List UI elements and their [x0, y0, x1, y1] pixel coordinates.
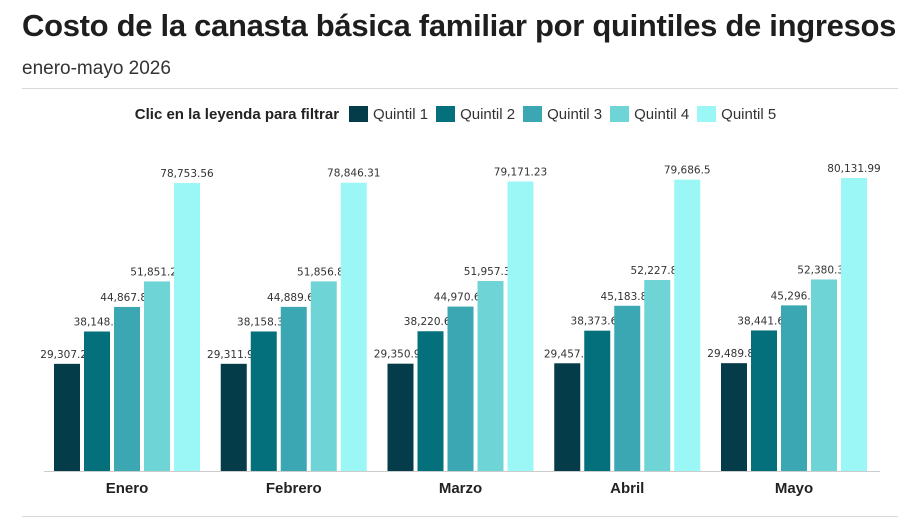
bar-quintil-2-marzo	[417, 331, 444, 471]
value-label-quintil-4-mayo: 52,380.36	[797, 264, 851, 276]
bar-quintil-1-mayo	[721, 363, 747, 471]
chart-title: Costo de la canasta básica familiar por …	[22, 8, 897, 43]
bar-quintil-5-marzo	[507, 181, 534, 471]
bar-quintil-5-febrero	[340, 182, 367, 471]
legend-item-quintil-1[interactable]: Quintil 1	[349, 106, 428, 123]
legend-swatch-quintil-1	[349, 106, 369, 122]
bar-quintil-3-abril	[614, 305, 641, 471]
value-label-quintil-2-abril: 38,373.69	[571, 316, 624, 328]
legend-label-quintil-3: Quintil 3	[547, 105, 603, 123]
value-label-quintil-1-mayo: 29,489.84	[707, 348, 761, 360]
value-label-quintil-5-marzo: 79,171.23	[494, 167, 547, 179]
value-label-quintil-5-abril: 79,686.5	[664, 165, 711, 177]
legend-label-quintil-5: Quintil 5	[721, 105, 777, 123]
value-label-quintil-1-enero: 29,307.28	[40, 349, 93, 361]
category-label-febrero: Febrero	[266, 480, 322, 497]
bar-quintil-1-marzo	[387, 363, 414, 471]
value-label-quintil-4-febrero: 51,856.84	[297, 266, 351, 278]
value-label-quintil-3-mayo: 45,296.5	[771, 290, 818, 302]
bar-quintil-3-febrero	[280, 306, 307, 471]
bar-quintil-5-abril	[674, 179, 701, 472]
value-label-quintil-5-enero: 78,753.56	[160, 168, 214, 180]
value-label-quintil-1-febrero: 29,311.98	[207, 349, 260, 361]
value-label-quintil-3-enero: 44,867.86	[100, 292, 154, 304]
bar-quintil-4-febrero	[310, 281, 337, 471]
legend-item-quintil-2[interactable]: Quintil 2	[436, 106, 515, 123]
category-label-enero: Enero	[106, 480, 149, 497]
legend-swatch-quintil-4	[610, 106, 630, 122]
category-label-marzo: Marzo	[439, 480, 482, 497]
legend-item-quintil-3[interactable]: Quintil 3	[523, 106, 602, 123]
top-divider	[22, 88, 898, 89]
value-label-quintil-3-marzo: 44,970.61	[434, 292, 487, 304]
bar-quintil-5-enero	[174, 183, 200, 471]
bar-quintil-4-mayo	[811, 279, 837, 471]
bar-quintil-2-enero	[84, 331, 110, 471]
bar-quintil-2-febrero	[250, 331, 277, 471]
value-label-quintil-3-febrero: 44,889.67	[267, 292, 320, 304]
value-label-quintil-2-febrero: 38,158.33	[237, 316, 290, 328]
legend-label-quintil-2: Quintil 2	[460, 105, 516, 123]
legend-label-quintil-1: Quintil 1	[373, 105, 429, 123]
legend-swatch-quintil-3	[523, 106, 543, 122]
category-label-abril: Abril	[610, 480, 644, 497]
bottom-divider	[22, 516, 898, 517]
legend: Clic en la leyenda para filtrar Quintil …	[0, 103, 911, 125]
bar-quintil-3-marzo	[447, 306, 474, 471]
value-label-quintil-4-abril: 52,227.85	[631, 265, 684, 277]
value-label-quintil-4-enero: 51,851.21	[130, 266, 183, 278]
value-label-quintil-2-enero: 38,148.4	[74, 317, 121, 329]
bar-quintil-1-abril	[554, 363, 581, 471]
bar-quintil-1-febrero	[220, 363, 247, 471]
bar-quintil-5-mayo	[841, 178, 867, 471]
bar-quintil-1-enero	[54, 363, 80, 471]
bar-quintil-3-mayo	[781, 305, 807, 471]
legend-item-quintil-4[interactable]: Quintil 4	[610, 106, 689, 123]
bar-quintil-4-marzo	[477, 281, 504, 471]
bar-quintil-2-mayo	[751, 330, 777, 471]
value-label-quintil-2-mayo: 38,441.67	[737, 315, 790, 327]
bar-quintil-4-abril	[644, 280, 671, 471]
legend-swatch-quintil-5	[697, 106, 717, 122]
value-label-quintil-4-marzo: 51,957.39	[464, 266, 517, 278]
legend-hint: Clic en la leyenda para filtrar	[134, 105, 340, 123]
value-label-quintil-1-abril: 29,457.9	[544, 348, 591, 360]
bar-quintil-3-enero	[114, 306, 140, 471]
legend-label-quintil-4: Quintil 4	[634, 105, 690, 123]
value-label-quintil-1-marzo: 29,350.98	[374, 349, 427, 361]
bar-quintil-4-enero	[144, 281, 170, 471]
legend-swatch-quintil-2	[436, 106, 456, 122]
value-label-quintil-3-abril: 45,183.83	[601, 291, 654, 303]
chart-subtitle: enero-mayo 2026	[22, 58, 171, 79]
value-label-quintil-5-febrero: 78,846.31	[327, 168, 380, 180]
value-label-quintil-5-mayo: 80,131.99	[827, 163, 880, 175]
value-label-quintil-2-marzo: 38,220.69	[404, 316, 457, 328]
legend-item-quintil-5[interactable]: Quintil 5	[697, 106, 776, 123]
bar-quintil-2-abril	[584, 330, 611, 471]
category-label-mayo: Mayo	[775, 480, 813, 497]
